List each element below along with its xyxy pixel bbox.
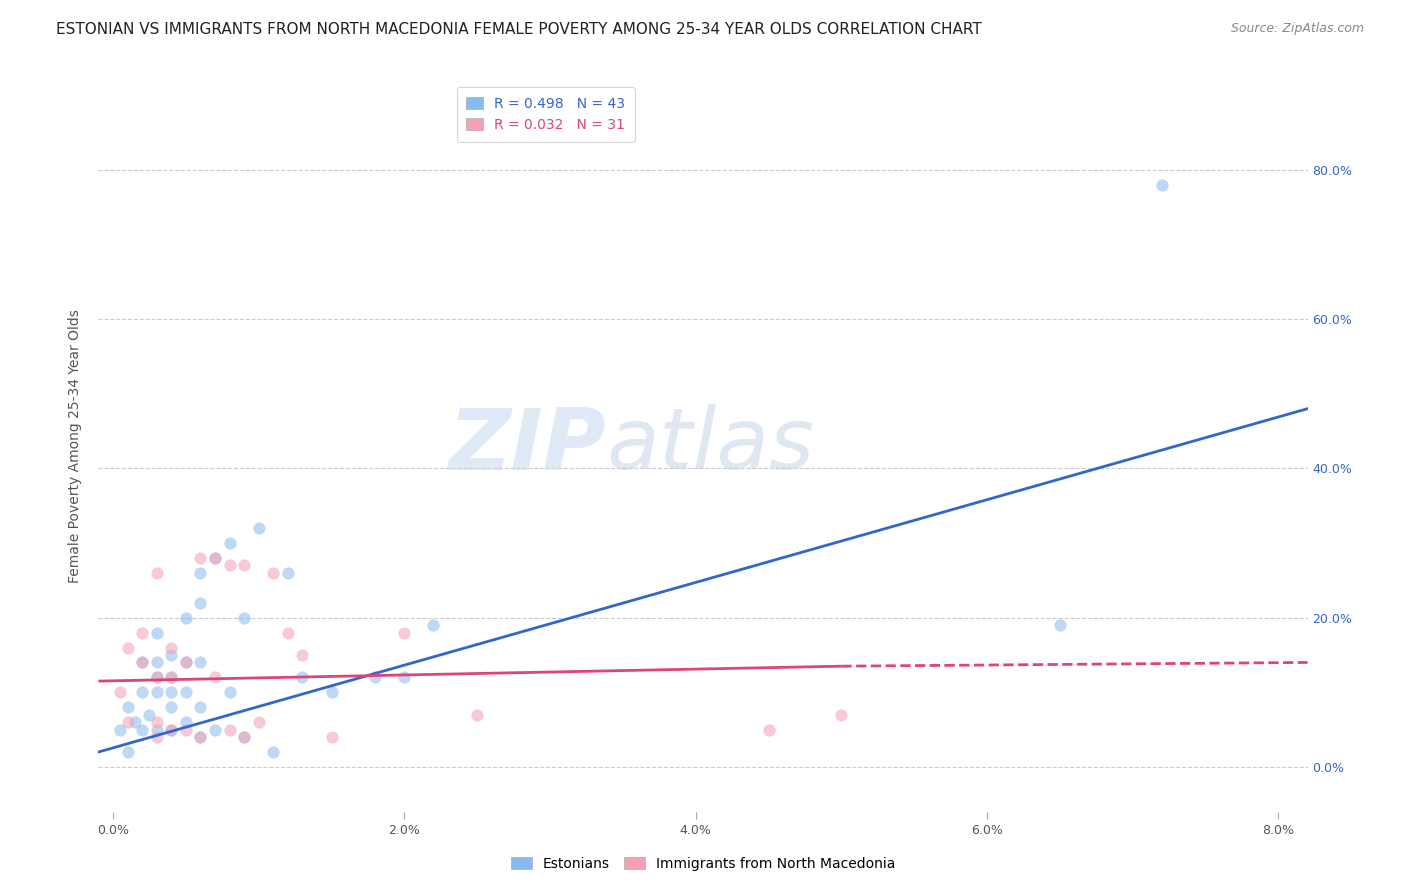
Point — [190, 551, 212, 566]
Point — [291, 670, 314, 684]
Point — [218, 723, 240, 737]
Point — [190, 730, 212, 744]
Point — [160, 648, 183, 662]
Point — [758, 723, 780, 737]
Text: Source: ZipAtlas.com: Source: ZipAtlas.com — [1230, 22, 1364, 36]
Point — [145, 670, 167, 684]
Text: atlas: atlas — [606, 404, 814, 488]
Point — [190, 656, 212, 670]
Point — [145, 723, 167, 737]
Point — [145, 730, 167, 744]
Point — [174, 723, 197, 737]
Point — [131, 656, 153, 670]
Point — [1150, 178, 1173, 192]
Point — [247, 521, 270, 535]
Point — [262, 745, 284, 759]
Point — [247, 715, 270, 730]
Point — [233, 730, 256, 744]
Point — [233, 610, 256, 624]
Point — [160, 670, 183, 684]
Point — [174, 656, 197, 670]
Point — [277, 566, 299, 580]
Text: ESTONIAN VS IMMIGRANTS FROM NORTH MACEDONIA FEMALE POVERTY AMONG 25-34 YEAR OLDS: ESTONIAN VS IMMIGRANTS FROM NORTH MACEDO… — [56, 22, 981, 37]
Point — [145, 715, 167, 730]
Point — [160, 700, 183, 714]
Point — [145, 685, 167, 699]
Point — [190, 566, 212, 580]
Y-axis label: Female Poverty Among 25-34 Year Olds: Female Poverty Among 25-34 Year Olds — [69, 309, 83, 583]
Point — [394, 625, 416, 640]
Point — [422, 618, 444, 632]
Point — [204, 723, 226, 737]
Point — [110, 685, 132, 699]
Point — [138, 707, 160, 722]
Point — [174, 656, 197, 670]
Point — [160, 670, 183, 684]
Legend: Estonians, Immigrants from North Macedonia: Estonians, Immigrants from North Macedon… — [505, 851, 901, 876]
Point — [160, 685, 183, 699]
Point — [321, 685, 343, 699]
Point — [117, 715, 139, 730]
Point — [204, 551, 226, 566]
Point — [218, 685, 240, 699]
Point — [145, 670, 167, 684]
Point — [277, 625, 299, 640]
Point — [160, 723, 183, 737]
Point — [218, 536, 240, 550]
Point — [174, 610, 197, 624]
Point — [117, 700, 139, 714]
Point — [204, 551, 226, 566]
Point — [174, 685, 197, 699]
Point — [218, 558, 240, 573]
Point — [160, 723, 183, 737]
Text: ZIP: ZIP — [449, 404, 606, 488]
Point — [174, 715, 197, 730]
Point — [145, 625, 167, 640]
Point — [190, 596, 212, 610]
Point — [830, 707, 852, 722]
Point — [190, 730, 212, 744]
Point — [117, 640, 139, 655]
Point — [204, 670, 226, 684]
Point — [131, 656, 153, 670]
Point — [110, 723, 132, 737]
Point — [233, 558, 256, 573]
Point — [145, 566, 167, 580]
Point — [131, 625, 153, 640]
Point — [160, 640, 183, 655]
Point — [465, 707, 488, 722]
Point — [117, 745, 139, 759]
Point — [321, 730, 343, 744]
Point — [291, 648, 314, 662]
Point — [1049, 618, 1071, 632]
Point — [131, 685, 153, 699]
Point — [233, 730, 256, 744]
Point — [364, 670, 387, 684]
Point — [124, 715, 146, 730]
Point — [190, 700, 212, 714]
Point — [131, 723, 153, 737]
Point — [145, 656, 167, 670]
Point — [262, 566, 284, 580]
Legend: R = 0.498   N = 43, R = 0.032   N = 31: R = 0.498 N = 43, R = 0.032 N = 31 — [457, 87, 636, 142]
Point — [394, 670, 416, 684]
